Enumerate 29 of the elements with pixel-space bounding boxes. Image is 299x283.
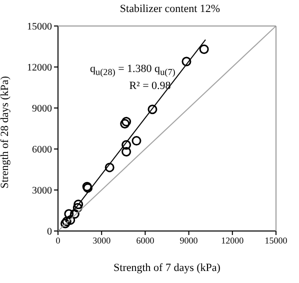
x-tick-label: 12000	[221, 235, 244, 246]
point	[182, 56, 192, 66]
chart-title: Stabilizer content 12%	[118, 3, 222, 15]
x-tick-label: 9000	[180, 235, 198, 246]
x-tick-label: 15000	[264, 235, 288, 246]
point	[72, 203, 82, 213]
y-tick-label: 3000	[32, 186, 52, 197]
y-tick-label: 15000	[27, 22, 52, 33]
point	[132, 136, 142, 146]
y-axis-title: Strength of 28 days (kPa)	[0, 76, 11, 188]
y-tick-label: 9000	[32, 104, 52, 115]
point	[122, 146, 132, 156]
point	[64, 209, 74, 219]
x-tick-label: 0	[56, 235, 61, 246]
point	[66, 215, 76, 225]
point	[199, 44, 209, 54]
point	[74, 200, 84, 210]
point	[122, 140, 132, 150]
y-tick-label: 6000	[32, 144, 52, 156]
annotation: R² = 0.98	[128, 80, 172, 92]
x-tick-label: 3000	[92, 235, 112, 246]
x-tick-label: 6000	[136, 235, 155, 246]
y-tick-label: 12000	[27, 62, 52, 74]
x-axis-title: Strength of 7 days (kPa)	[114, 262, 221, 274]
y-tick-label: 0	[47, 226, 52, 238]
point	[70, 209, 80, 219]
annotation: q$_{u(28)}$ = 1.380 q$_{u(7)}$	[90, 63, 176, 78]
point	[148, 104, 158, 114]
point	[104, 162, 114, 172]
